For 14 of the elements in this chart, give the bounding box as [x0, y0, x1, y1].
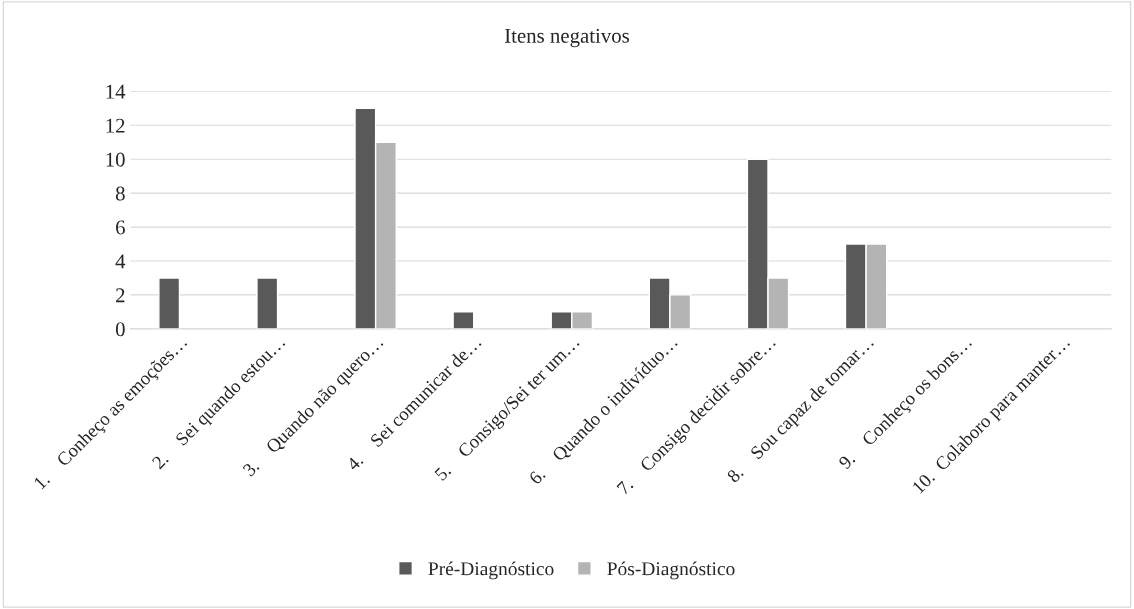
y-tick-label: 8 — [115, 186, 125, 201]
bar — [452, 311, 475, 329]
legend-label: Pré-Diagnóstico — [428, 561, 554, 580]
y-tick-label: 10 — [106, 152, 125, 167]
y-tick-label: 6 — [116, 220, 125, 235]
y-tick-label: 4 — [115, 254, 126, 269]
bar — [256, 277, 279, 329]
chart-title: Itens negativos — [504, 28, 630, 48]
legend-label: Pós-Diagnóstico — [607, 561, 735, 580]
y-tick-label: 12 — [106, 118, 125, 133]
y-tick-label: 2 — [116, 288, 125, 303]
y-tick-label: 14 — [106, 84, 126, 99]
y-tick-label: 0 — [115, 322, 125, 337]
bar — [158, 277, 181, 329]
